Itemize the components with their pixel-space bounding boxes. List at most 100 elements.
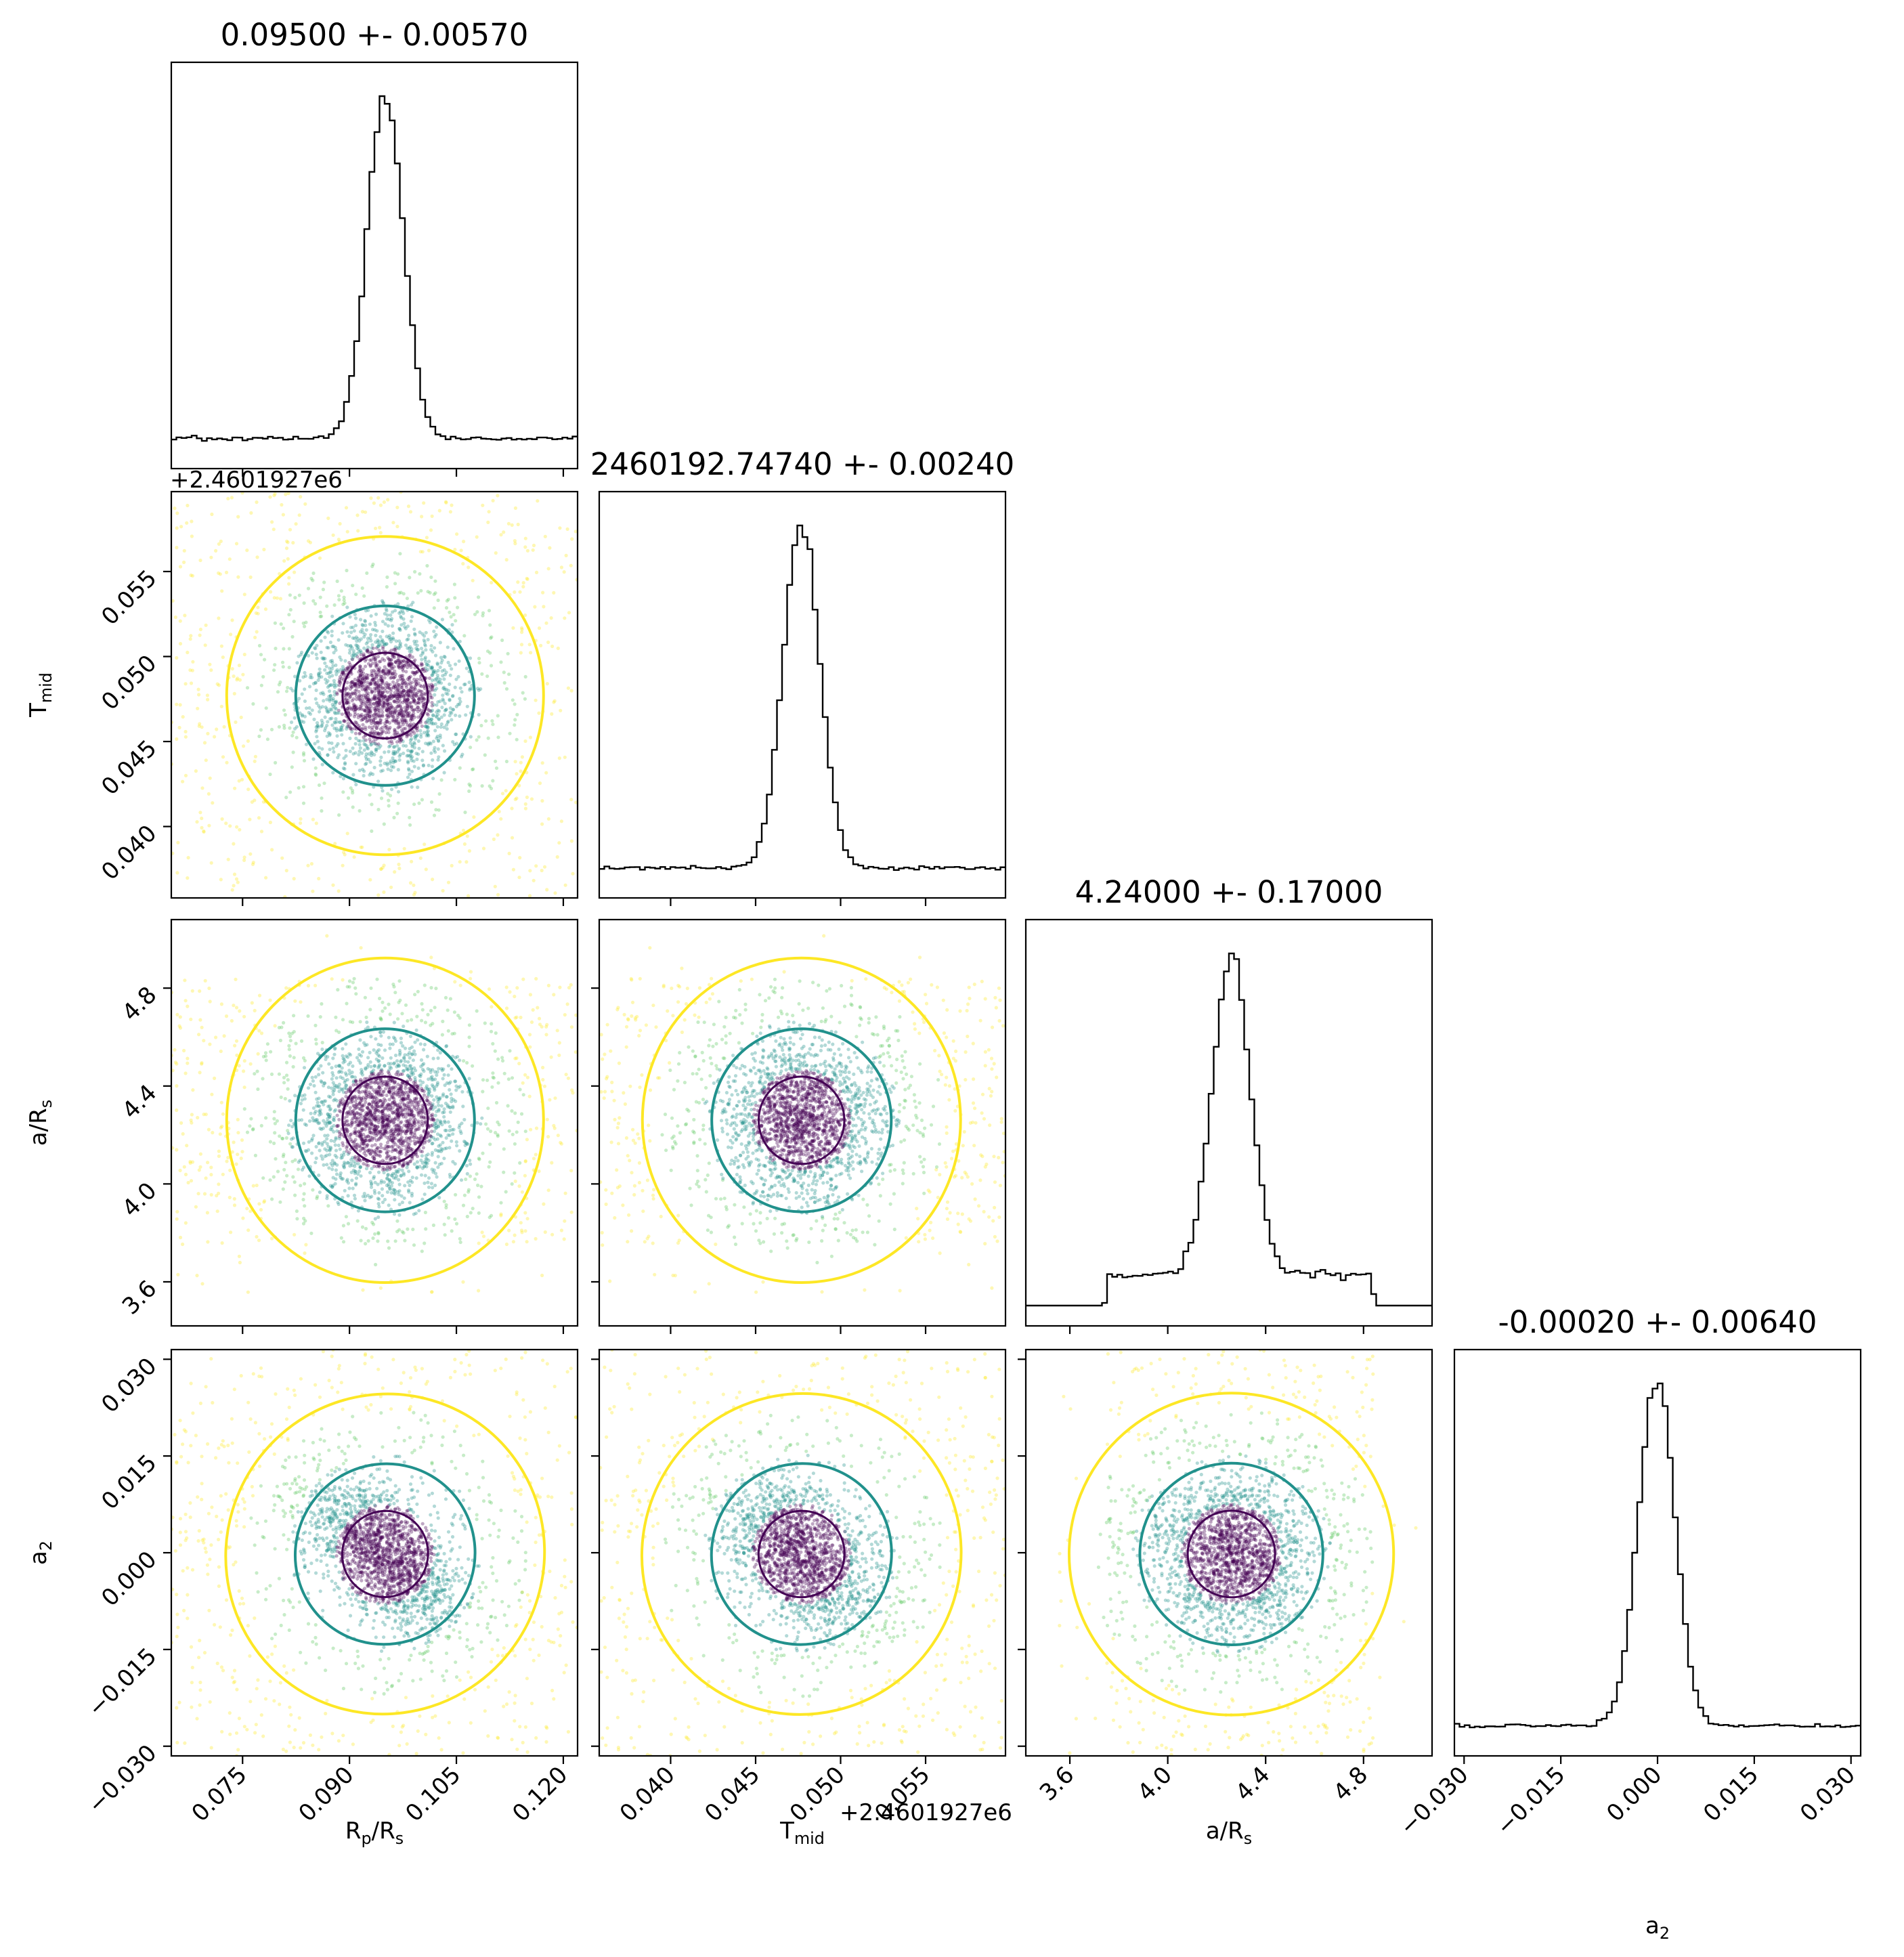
sample-point <box>430 1075 434 1079</box>
sample-point <box>434 987 438 991</box>
sample-point <box>334 707 338 711</box>
sample-point <box>350 685 354 689</box>
sample-point <box>232 691 236 695</box>
sample-point <box>506 521 511 526</box>
sample-point <box>410 755 414 759</box>
sample-point <box>412 883 416 887</box>
sample-point <box>410 1194 414 1198</box>
sample-point <box>330 741 334 746</box>
sample-point <box>398 705 402 709</box>
sample-point <box>242 858 246 862</box>
sample-point <box>310 651 314 655</box>
sample-point <box>393 1192 397 1196</box>
sample-point <box>416 705 420 709</box>
sample-point <box>417 697 421 701</box>
sample-point <box>383 1134 387 1138</box>
sample-point <box>386 655 390 660</box>
sample-point <box>349 684 353 688</box>
sample-point <box>350 699 354 703</box>
sample-point <box>353 1197 358 1201</box>
sample-point <box>368 773 372 777</box>
sample-point <box>369 1180 373 1184</box>
sample-point <box>253 1008 257 1012</box>
sample-point <box>337 688 341 692</box>
sample-point <box>435 736 439 740</box>
sample-point <box>420 1086 424 1091</box>
sample-point <box>422 1069 426 1073</box>
sample-point <box>373 1127 377 1132</box>
sample-point <box>373 1232 377 1236</box>
sample-point <box>235 1053 239 1057</box>
sample-point <box>397 1110 401 1114</box>
sample-point <box>425 662 429 667</box>
sample-point <box>372 1123 376 1127</box>
sample-point <box>377 1205 381 1209</box>
sample-point <box>463 682 467 687</box>
sample-point <box>370 714 374 718</box>
sample-point <box>336 988 340 992</box>
sample-point <box>374 704 378 708</box>
sample-point <box>366 691 370 695</box>
sample-point <box>270 520 274 524</box>
sample-point <box>337 683 341 687</box>
sample-point <box>303 670 307 675</box>
sample-point <box>412 708 416 712</box>
sample-point <box>426 741 431 746</box>
sample-point <box>351 981 355 985</box>
sample-point <box>374 1117 378 1121</box>
sample-point <box>420 1154 425 1158</box>
sample-point <box>437 509 441 513</box>
sample-point <box>363 1044 367 1048</box>
sample-point <box>440 1033 445 1037</box>
sample-point <box>375 714 379 718</box>
sample-point <box>569 689 574 693</box>
sample-point <box>381 704 385 708</box>
sample-point <box>437 717 441 721</box>
sample-point <box>418 572 422 576</box>
sample-point <box>361 717 365 721</box>
sample-point <box>375 1146 379 1150</box>
sample-point <box>500 1058 505 1063</box>
sample-point <box>469 976 473 981</box>
sample-point <box>350 1112 354 1116</box>
sample-point <box>303 687 307 691</box>
sample-point <box>284 689 289 693</box>
sample-point <box>358 1165 362 1169</box>
sample-point <box>520 901 523 904</box>
sample-point <box>338 1069 342 1073</box>
sample-point <box>327 689 332 693</box>
sample-point <box>435 679 440 683</box>
sample-point <box>364 755 368 759</box>
sample-point <box>365 746 369 750</box>
sample-point <box>186 856 190 860</box>
sample-point <box>502 530 506 534</box>
sample-point <box>363 618 367 623</box>
sample-point <box>423 725 427 729</box>
sample-point <box>364 761 368 765</box>
sample-point <box>335 668 339 672</box>
sample-point <box>471 1207 475 1211</box>
sample-point <box>494 766 499 770</box>
sample-point <box>405 721 409 725</box>
sample-point <box>467 849 472 853</box>
sample-point <box>377 1054 382 1058</box>
sample-point <box>413 680 418 685</box>
sample-point <box>429 1113 433 1117</box>
sample-point <box>389 1108 393 1112</box>
sample-point <box>385 609 389 613</box>
sample-point <box>387 710 391 715</box>
sample-point <box>173 1060 177 1064</box>
sample-point <box>413 686 417 690</box>
sample-point <box>362 700 366 704</box>
sample-point <box>230 496 234 500</box>
sample-point <box>472 815 476 819</box>
sample-point <box>402 689 406 693</box>
sample-point <box>370 731 374 735</box>
sample-point <box>389 1173 394 1178</box>
sample-point <box>384 672 388 676</box>
sample-point <box>358 1132 362 1136</box>
sample-point <box>409 619 413 623</box>
sample-point <box>378 1110 383 1114</box>
sample-point <box>366 687 370 691</box>
sample-point <box>452 647 456 651</box>
